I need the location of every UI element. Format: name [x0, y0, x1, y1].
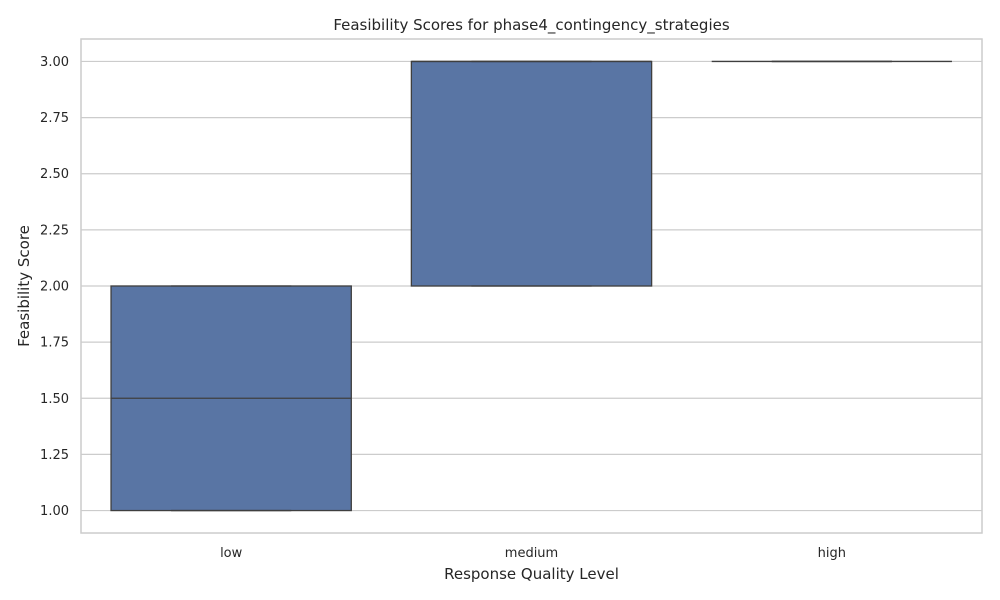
box-low	[110, 285, 352, 512]
x-tick-label-low: low	[220, 546, 243, 561]
x-tick-labels: low medium high	[220, 546, 846, 561]
y-tick-label: 2.50	[40, 167, 69, 182]
plot-frame	[80, 38, 983, 534]
box-iqr-medium	[410, 60, 653, 287]
box-medium	[410, 60, 653, 287]
boxes	[110, 60, 952, 512]
x-axis-label: Response Quality Level	[444, 565, 619, 583]
y-axis-label: Feasibility Score	[15, 225, 33, 347]
y-tick-label: 1.75	[40, 336, 69, 351]
y-tick-label: 1.25	[40, 448, 69, 463]
y-tick-label: 1.50	[40, 392, 69, 407]
y-tick-label: 2.75	[40, 111, 69, 126]
chart-title: Feasibility Scores for phase4_contingenc…	[333, 16, 730, 35]
y-tick-label: 2.25	[40, 223, 69, 238]
y-tick-label: 1.00	[40, 504, 69, 519]
y-tick-label: 3.00	[40, 55, 69, 70]
y-tick-label: 2.00	[40, 280, 69, 295]
x-tick-label-medium: medium	[505, 546, 558, 561]
x-tick-label-high: high	[818, 546, 846, 561]
y-tick-labels: 1.00 1.25 1.50 1.75 2.00 2.25 2.50 2.75 3.00	[40, 55, 69, 519]
